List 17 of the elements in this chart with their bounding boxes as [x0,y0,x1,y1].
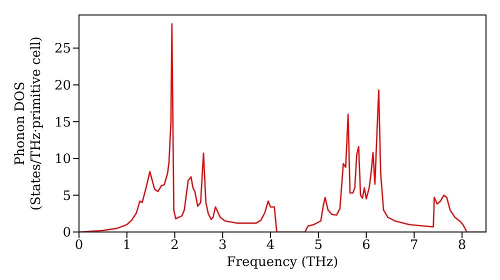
x-tick-label: 5 [314,238,323,254]
x-tick-label: 1 [122,238,132,254]
x-tick-label: 4 [266,238,275,254]
x-tick-label: 2 [170,238,179,254]
y-axis-title: Phonon DOS (States/THz·primitive cell) [13,36,44,211]
y-tick-label: 0 [62,226,71,241]
x-tick-label: 8 [458,238,466,254]
x-tick-label: 3 [218,238,227,254]
y-tick-label: 15 [54,115,71,130]
x-tick-label: 7 [410,238,418,254]
y-tick-label: 20 [54,78,71,94]
y-tick-label: 10 [54,152,71,168]
x-tick-label: 6 [362,238,370,254]
y-tick-label: 5 [62,188,71,204]
x-axis-title: Frequency (THz) [226,255,338,270]
y-tick-label: 25 [54,42,71,57]
x-tick-label: 0 [74,238,84,254]
